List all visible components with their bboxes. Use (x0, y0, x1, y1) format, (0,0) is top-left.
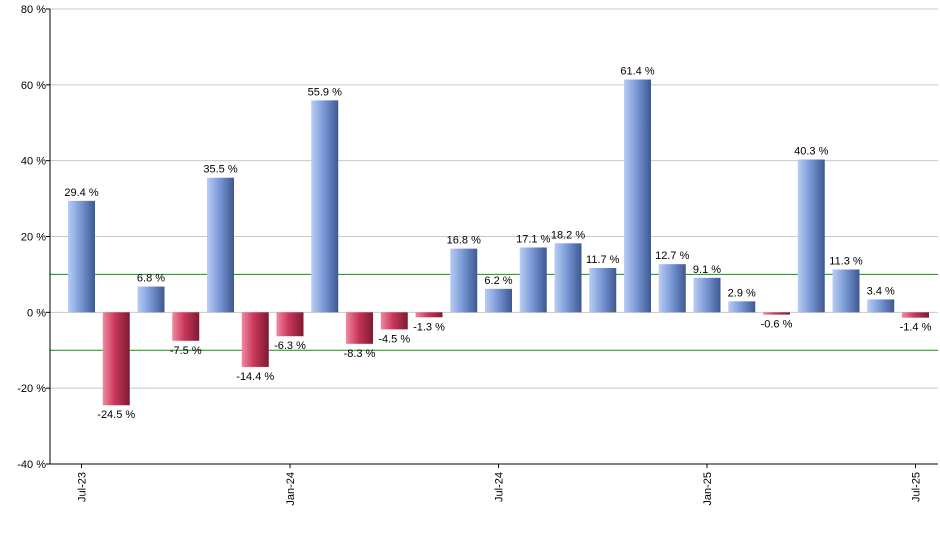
bar (832, 269, 860, 313)
y-tick-label: -20 % (17, 383, 46, 395)
bar-value-label: -1.3 % (413, 321, 445, 333)
bar (276, 312, 304, 337)
bar (68, 200, 95, 313)
bar-value-label: 9.1 % (693, 264, 721, 276)
bar-value-label: 55.9 % (308, 86, 342, 98)
bar-value-label: 16.8 % (447, 235, 481, 247)
bar-value-label: 2.9 % (728, 287, 756, 299)
bar-value-label: 17.1 % (516, 233, 550, 245)
bar (207, 177, 234, 313)
bar (902, 312, 929, 318)
bar-value-label: -0.6 % (761, 319, 793, 331)
bar-value-label: -4.5 % (378, 333, 410, 345)
bar (763, 312, 790, 315)
bar (485, 288, 512, 313)
bar (797, 159, 825, 313)
bar (380, 312, 408, 330)
bar-value-label: -8.3 % (344, 348, 376, 360)
bar (311, 100, 339, 313)
bar (624, 79, 651, 313)
bar-value-label: 61.4 % (620, 66, 654, 78)
bar-value-label: -7.5 % (170, 345, 202, 357)
bar (346, 312, 373, 344)
bar (450, 248, 478, 313)
bar-value-label: -6.3 % (274, 340, 306, 352)
y-axis-tick-labels: 80 % 60 % 40 % 20 % 0 % -20 % -40 % (17, 4, 46, 471)
bar-value-label: -1.4 % (900, 322, 932, 334)
bar (519, 247, 547, 313)
bar-value-label: -14.4 % (236, 371, 274, 383)
bar (102, 312, 130, 406)
x-tick-label: Jan-25 (702, 472, 714, 506)
bar (693, 277, 721, 313)
bar-value-label: 35.5 % (203, 164, 237, 176)
x-tick-label: Jul-24 (494, 472, 506, 502)
axes (46, 8, 938, 468)
bar (241, 312, 269, 367)
reference-lines (50, 273, 938, 351)
bar-value-label: 40.3 % (794, 146, 828, 158)
bar-value-label: 3.4 % (867, 285, 895, 297)
x-tick-label: Jul-23 (77, 472, 89, 502)
bar (137, 286, 165, 313)
bar-value-label: 29.4 % (64, 187, 98, 199)
bar-value-label: -24.5 % (97, 409, 135, 421)
bar-value-label: 11.3 % (829, 255, 863, 267)
bars (68, 79, 929, 406)
bar (415, 312, 443, 318)
y-tick-label: 20 % (21, 232, 46, 244)
bar (589, 267, 617, 313)
bar (658, 264, 686, 313)
y-tick-label: -40 % (17, 459, 46, 471)
bar (554, 243, 582, 313)
bar-value-label: 12.7 % (655, 250, 689, 262)
bar-value-label: 18.2 % (551, 229, 585, 241)
y-tick-label: 40 % (21, 156, 46, 168)
bar (172, 312, 200, 341)
bar (867, 299, 895, 313)
bar-value-label: 6.2 % (484, 275, 512, 287)
y-tick-label: 80 % (21, 4, 46, 16)
bar-value-labels: 29.4 % -24.5 % 6.8 % -7.5 % 35.5 % -14.4 % -6.… (64, 66, 931, 422)
x-axis-tick-labels: Jul-23 Jan-24 Jul-24 Jan-25 Jul-25 (77, 472, 923, 506)
x-tick-label: Jan-24 (285, 472, 297, 506)
x-tick-label: Jul-25 (911, 472, 923, 502)
bar (728, 301, 756, 313)
bar-value-label: 6.8 % (137, 273, 165, 285)
y-tick-label: 0 % (27, 307, 46, 319)
bar-value-label: 11.7 % (586, 254, 620, 266)
y-tick-label: 60 % (21, 80, 46, 92)
